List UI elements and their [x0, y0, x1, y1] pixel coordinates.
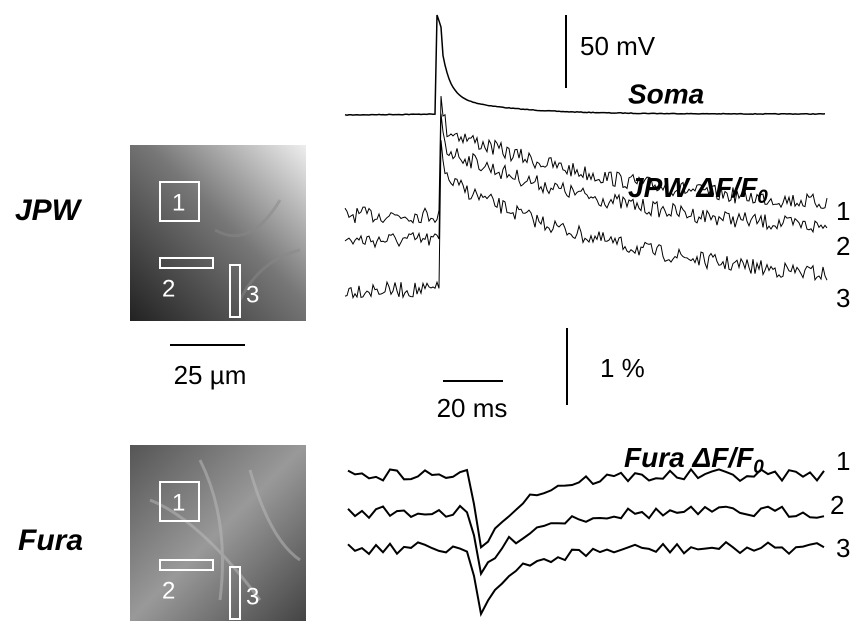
roi-label: 1 [172, 189, 185, 216]
trace-number: 3 [836, 283, 850, 313]
trace [347, 540, 825, 618]
row-label: JPW [15, 194, 83, 227]
scale-label: 1 % [600, 353, 645, 383]
roi-label: 3 [246, 583, 259, 610]
subscript: 0 [753, 457, 764, 478]
row-label: Fura [18, 524, 83, 557]
jpw-image [130, 145, 306, 321]
trace-number: 1 [836, 446, 850, 476]
scale-label: 50 mV [580, 31, 656, 61]
fura-image [130, 445, 306, 621]
trace [347, 504, 825, 577]
roi-label: 3 [246, 281, 259, 308]
roi-label: 1 [172, 489, 185, 516]
trace [344, 14, 826, 116]
trace [344, 140, 828, 300]
roi-label: 2 [162, 577, 175, 604]
trace-number: 1 [836, 196, 850, 226]
trace [347, 467, 825, 550]
trace-title: Fura ΔF/F0 [624, 442, 764, 478]
roi-label: 2 [162, 275, 175, 302]
scale-label: 25 µm [174, 360, 247, 390]
trace-number: 3 [836, 533, 850, 563]
subscript: 0 [757, 187, 768, 208]
trace-number: 2 [830, 490, 844, 520]
trace [344, 96, 828, 224]
time-label: 20 ms [437, 393, 508, 423]
trace [344, 113, 828, 249]
trace-label: Soma [628, 78, 704, 109]
trace-number: 2 [836, 231, 850, 261]
title-text: Fura ΔF/F [624, 442, 754, 473]
